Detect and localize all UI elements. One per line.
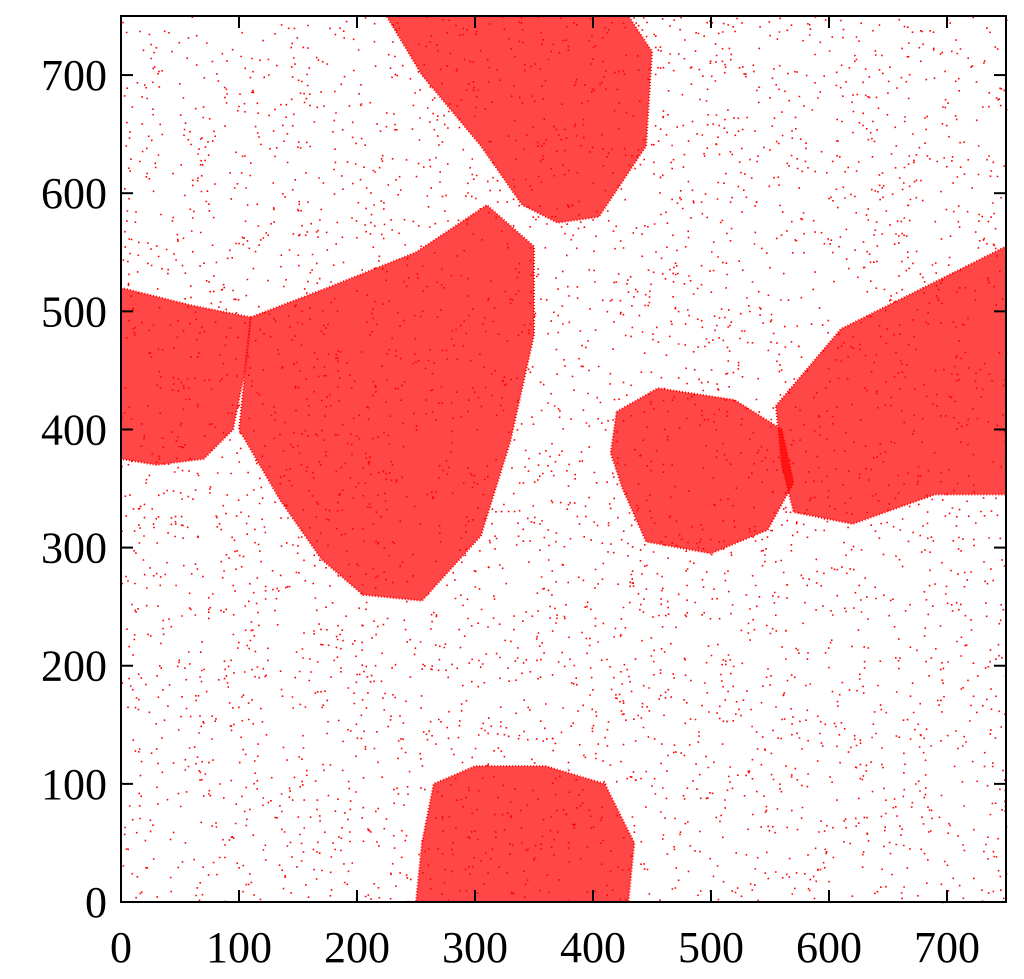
y-tick-label: 0 xyxy=(85,878,107,927)
series-0 xyxy=(120,15,1008,904)
x-tick-label: 200 xyxy=(324,923,390,972)
x-tick-label: 300 xyxy=(442,923,508,972)
x-tick-label: 700 xyxy=(914,923,980,972)
x-tick-label: 400 xyxy=(560,923,626,972)
dense-cluster-2 xyxy=(384,15,654,224)
y-tick-label: 400 xyxy=(41,405,107,454)
x-tick-label: 500 xyxy=(678,923,744,972)
x-tick-label: 0 xyxy=(110,923,132,972)
dense-cluster-5 xyxy=(414,765,636,903)
scatter-points xyxy=(121,16,1008,904)
y-tick-label: 700 xyxy=(41,51,107,100)
y-tick-label: 200 xyxy=(41,642,107,691)
y-tick-label: 100 xyxy=(41,760,107,809)
dense-cluster-3 xyxy=(609,387,795,555)
x-tick-label: 600 xyxy=(796,923,862,972)
dense-cluster-4 xyxy=(774,244,1007,526)
plot-frame xyxy=(120,15,1007,903)
dense-cluster-0 xyxy=(120,286,252,466)
y-tick-label: 300 xyxy=(41,524,107,573)
y-tick-label: 600 xyxy=(41,169,107,218)
x-tick-label: 100 xyxy=(206,923,272,972)
dense-cluster-1 xyxy=(237,203,535,602)
axes: 0 100 200 300 400 500 600 700 0 100 200 300 400 500 60… xyxy=(41,15,1007,972)
y-tick-label: 500 xyxy=(41,287,107,336)
points-layer xyxy=(120,15,1008,904)
